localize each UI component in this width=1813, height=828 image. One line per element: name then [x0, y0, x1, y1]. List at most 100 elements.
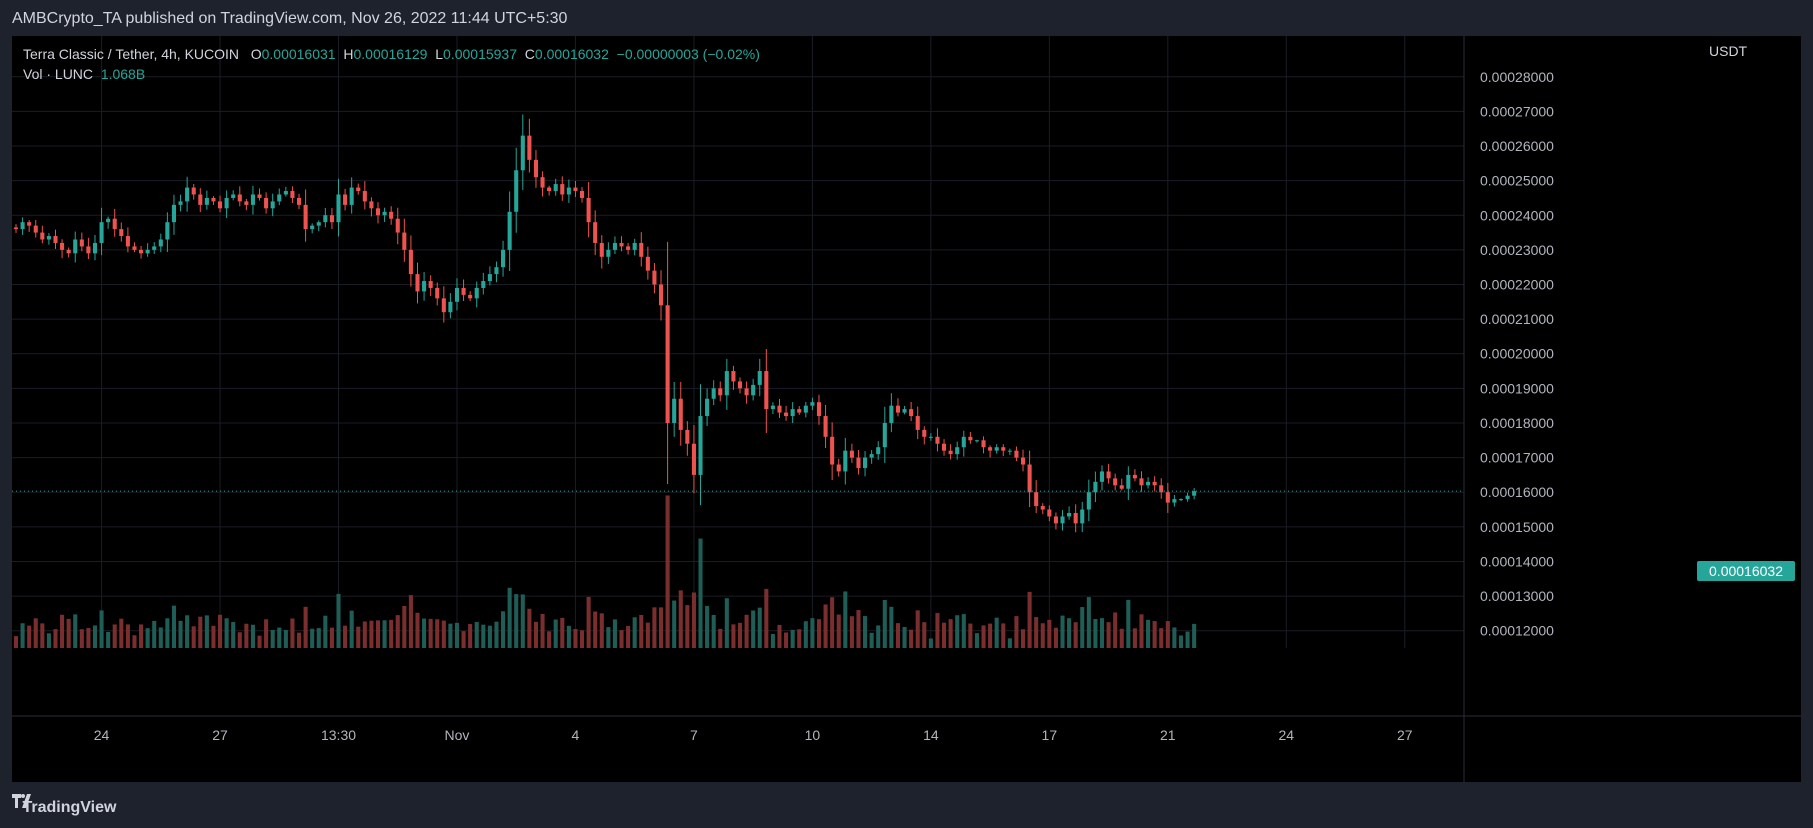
- price-chart[interactable]: 0.00012000 0.00013000 0.00014000 0.00015000…: [12, 36, 1801, 782]
- legend-row-ohlc: Terra Classic / Tether, 4h, KUCOIN O0.00…: [23, 44, 760, 64]
- price-tick-label: 0.00015000: [1480, 519, 1554, 535]
- time-tick-label: Nov: [445, 727, 470, 743]
- volume-bar: [1165, 621, 1170, 648]
- volume-bar: [132, 635, 137, 648]
- candle-body: [856, 457, 861, 468]
- candle-body: [145, 249, 150, 254]
- candle-body: [435, 287, 440, 299]
- candle-body: [448, 301, 453, 313]
- candle-body: [619, 242, 624, 247]
- volume-bar: [520, 594, 525, 648]
- candle-body: [935, 436, 940, 444]
- volume-bar: [988, 623, 993, 648]
- price-tick-label: 0.00026000: [1480, 138, 1554, 154]
- candle-body: [1185, 495, 1190, 500]
- candle-body: [553, 184, 558, 192]
- volume-bar: [586, 596, 591, 648]
- candle-body: [579, 191, 585, 198]
- volume-bar: [790, 629, 795, 648]
- publish-header: AMBCrypto_TA published on TradingView.co…: [0, 0, 1813, 36]
- volume-bar: [678, 590, 683, 648]
- candle-body: [1014, 450, 1019, 458]
- volume-bar: [652, 607, 657, 648]
- candle-body: [691, 443, 696, 475]
- time-tick-label: 24: [1279, 727, 1295, 743]
- volume-bar: [902, 626, 907, 648]
- candle-body: [375, 208, 381, 216]
- candle-body: [955, 447, 960, 455]
- volume-bar: [961, 614, 966, 648]
- candle-body: [1020, 457, 1026, 465]
- volume-bar: [823, 604, 828, 648]
- candle-body: [1080, 509, 1085, 524]
- volume-bar: [290, 618, 295, 648]
- volume-bar: [402, 605, 407, 648]
- candle-body: [1027, 464, 1032, 493]
- price-tick-label: 0.00017000: [1480, 450, 1554, 466]
- candle-body: [454, 287, 460, 302]
- low-value: 0.00015937: [443, 46, 517, 62]
- tradingview-footer[interactable]: TradingView: [12, 794, 116, 822]
- candle-body: [961, 436, 966, 448]
- candle-body: [336, 194, 341, 223]
- volume-bar: [863, 616, 868, 648]
- volume-bar: [540, 613, 545, 648]
- volume-bar: [632, 617, 637, 648]
- volume-bar: [941, 622, 947, 648]
- candle-body: [1178, 499, 1184, 501]
- volume-bar: [744, 614, 749, 648]
- candle-body: [665, 305, 670, 423]
- time-tick-label: 14: [923, 727, 939, 743]
- volume-bar: [356, 626, 361, 648]
- volume-bar: [626, 625, 631, 648]
- candle-body: [711, 388, 716, 399]
- time-tick-label: 27: [1397, 727, 1413, 743]
- volume-bar: [257, 635, 262, 648]
- volume-bar: [99, 610, 104, 648]
- price-tick-label: 0.00016000: [1480, 484, 1554, 500]
- price-tick-label: 0.00025000: [1480, 173, 1554, 189]
- volume-bar: [270, 629, 275, 648]
- volume-bar: [994, 617, 999, 648]
- candle-body: [310, 225, 315, 230]
- volume-bar: [33, 618, 38, 648]
- volume-bar: [198, 616, 203, 648]
- change-value: −0.00000003 (−0.02%): [616, 46, 760, 62]
- candle-body: [639, 242, 644, 257]
- candle-body: [1047, 509, 1052, 517]
- volume-bar: [415, 612, 420, 648]
- candle-body: [33, 225, 38, 233]
- volume-bar: [658, 607, 664, 648]
- volume-bar: [1146, 619, 1151, 648]
- volume-bar: [178, 620, 183, 648]
- volume-label[interactable]: Vol · LUNC: [23, 66, 94, 82]
- volume-bar: [283, 629, 288, 648]
- candle-body: [843, 450, 848, 472]
- close-label: C: [524, 46, 535, 62]
- volume-bar: [106, 631, 111, 648]
- candle-body: [106, 218, 111, 223]
- volume-bar: [185, 615, 190, 648]
- close-value: 0.00016032: [534, 46, 609, 62]
- candle-body: [343, 194, 348, 205]
- volume-bar: [1192, 623, 1197, 648]
- candle-body: [797, 409, 802, 413]
- volume-bar: [849, 616, 854, 648]
- volume-bar: [112, 624, 117, 648]
- chart-area[interactable]: 0.00012000 0.00013000 0.00014000 0.00015000…: [12, 36, 1801, 782]
- candle-body: [968, 436, 973, 441]
- candle-body: [599, 242, 604, 257]
- candle-body: [415, 274, 420, 292]
- volume-bar: [139, 624, 144, 648]
- volume-bar: [303, 606, 308, 648]
- price-tick-label: 0.00013000: [1480, 588, 1554, 604]
- candle-body: [876, 447, 881, 455]
- currency-label[interactable]: USDT: [1709, 43, 1748, 59]
- volume-bar: [665, 495, 670, 648]
- candle-body: [165, 222, 170, 240]
- volume-bar: [553, 619, 558, 648]
- candle-body: [1060, 516, 1065, 524]
- volume-bar: [672, 600, 677, 648]
- symbol-name[interactable]: Terra Classic / Tether, 4h, KUCOIN: [23, 46, 240, 62]
- candle-body: [99, 222, 104, 243]
